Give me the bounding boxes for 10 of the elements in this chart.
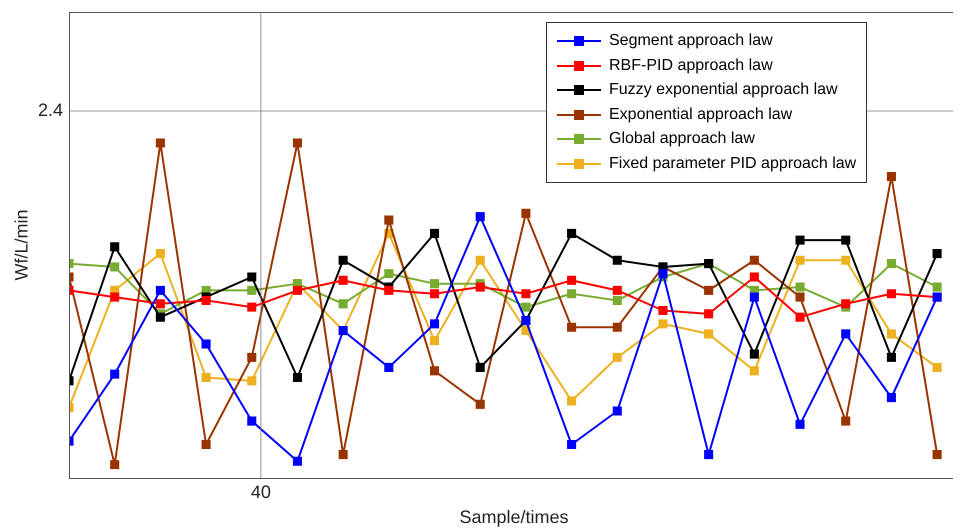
text: 2.4 — [38, 100, 63, 120]
text: 40 — [250, 482, 271, 502]
x-axis-title: Sample/times — [459, 507, 569, 528]
legend-label: Fixed parameter PID approach law — [609, 154, 856, 173]
legend-label: Segment approach law — [609, 32, 773, 50]
y-axis-title: Wf/L/min — [12, 209, 32, 281]
legend-label: Global approach law — [609, 130, 755, 148]
legend-label: Exponential approach law — [609, 106, 792, 124]
legend-label: RBF-PID approach law — [609, 56, 773, 75]
legend-label: Fuzzy exponential approach law — [609, 81, 838, 100]
